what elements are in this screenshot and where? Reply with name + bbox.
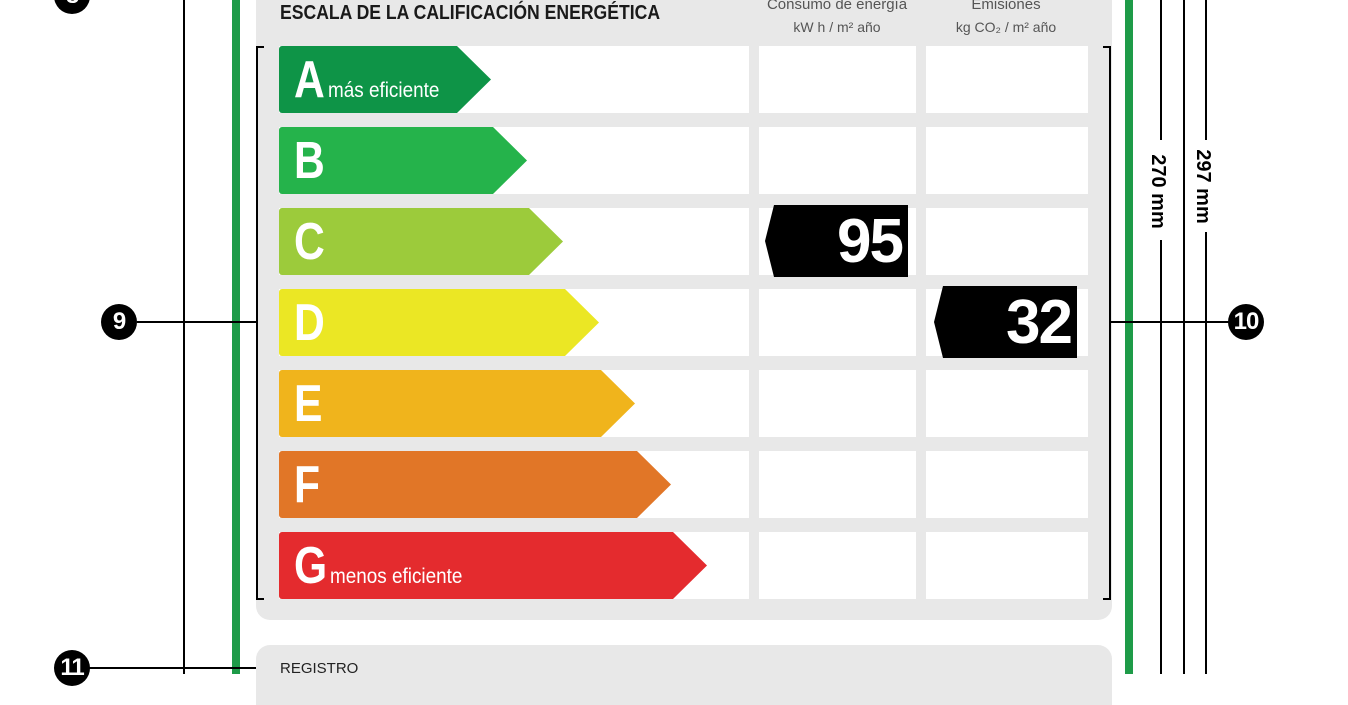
rating-letter: E bbox=[294, 374, 323, 433]
consumo-value-box: 95 bbox=[765, 205, 908, 277]
callout-line-11 bbox=[88, 667, 256, 669]
label-frame-left bbox=[232, 0, 240, 674]
rating-arrow-d: D bbox=[279, 289, 599, 356]
rating-arrow-b: B bbox=[279, 127, 527, 194]
emisiones-cell-c bbox=[926, 208, 1088, 275]
emisiones-cell-b bbox=[926, 127, 1088, 194]
rating-letter: D bbox=[294, 293, 325, 352]
emisiones-cell-a bbox=[926, 46, 1088, 113]
callout-marker-10: 10 bbox=[1228, 304, 1264, 340]
consumo-cell-d bbox=[759, 289, 916, 356]
registro-panel bbox=[256, 645, 1112, 705]
consumo-cell-a bbox=[759, 46, 916, 113]
emisiones-header-line1: Emisiones bbox=[971, 0, 1041, 13]
left-dimension-line bbox=[183, 0, 185, 674]
emisiones-cell-g bbox=[926, 532, 1088, 599]
consumo-cell-g bbox=[759, 532, 916, 599]
consumo-header-line2: kW h / m² año bbox=[793, 19, 881, 35]
rating-arrow-f: F bbox=[279, 451, 671, 518]
outer-dimension-label: 297 mm bbox=[1191, 149, 1214, 224]
rating-letter: A bbox=[294, 50, 325, 109]
consumo-cell-e bbox=[759, 370, 916, 437]
rating-letter: C bbox=[294, 212, 325, 271]
consumo-header-line1: Consumo de energía bbox=[766, 0, 908, 13]
emisiones-column-header: Emisiones kg CO₂ / m² año bbox=[924, 0, 1088, 38]
rating-sublabel: menos eficiente bbox=[330, 564, 463, 588]
outer-dimension-line-lower bbox=[1205, 232, 1207, 674]
callout-marker-9: 9 bbox=[101, 304, 137, 340]
inner-dimension-label: 270 mm bbox=[1146, 154, 1169, 229]
callout-line-10 bbox=[1111, 321, 1231, 323]
rating-arrow-c: C bbox=[279, 208, 563, 275]
callout-marker-11: 11 bbox=[54, 650, 90, 686]
inner-dimension-line bbox=[1160, 0, 1162, 140]
emisiones-value-box: 32 bbox=[934, 286, 1077, 358]
callout-line-9 bbox=[137, 321, 258, 323]
emisiones-cell-f bbox=[926, 451, 1088, 518]
right-bracket bbox=[1103, 46, 1111, 600]
outer-dimension-line bbox=[1205, 0, 1207, 140]
callout-marker-8: 8 bbox=[54, 0, 90, 14]
inner-dimension-line-lower bbox=[1160, 240, 1162, 674]
rating-arrow-e: E bbox=[279, 370, 635, 437]
emisiones-cell-e bbox=[926, 370, 1088, 437]
rating-letter: B bbox=[294, 131, 325, 190]
label-frame-right bbox=[1125, 0, 1133, 674]
rating-letter: F bbox=[294, 455, 321, 514]
scale-title: ESCALA DE LA CALIFICACIÓN ENERGÉTICA bbox=[280, 2, 661, 24]
consumo-cell-b bbox=[759, 127, 916, 194]
rating-letter: G bbox=[294, 536, 328, 595]
consumo-cell-f bbox=[759, 451, 916, 518]
left-bracket bbox=[256, 46, 264, 600]
consumo-column-header: Consumo de energía kW h / m² año bbox=[757, 0, 917, 38]
emisiones-header-line2: kg CO₂ / m² año bbox=[955, 19, 1057, 35]
registro-label: REGISTRO bbox=[280, 660, 359, 677]
rating-sublabel: más eficiente bbox=[327, 78, 439, 102]
frame-edge-line bbox=[1183, 0, 1185, 674]
